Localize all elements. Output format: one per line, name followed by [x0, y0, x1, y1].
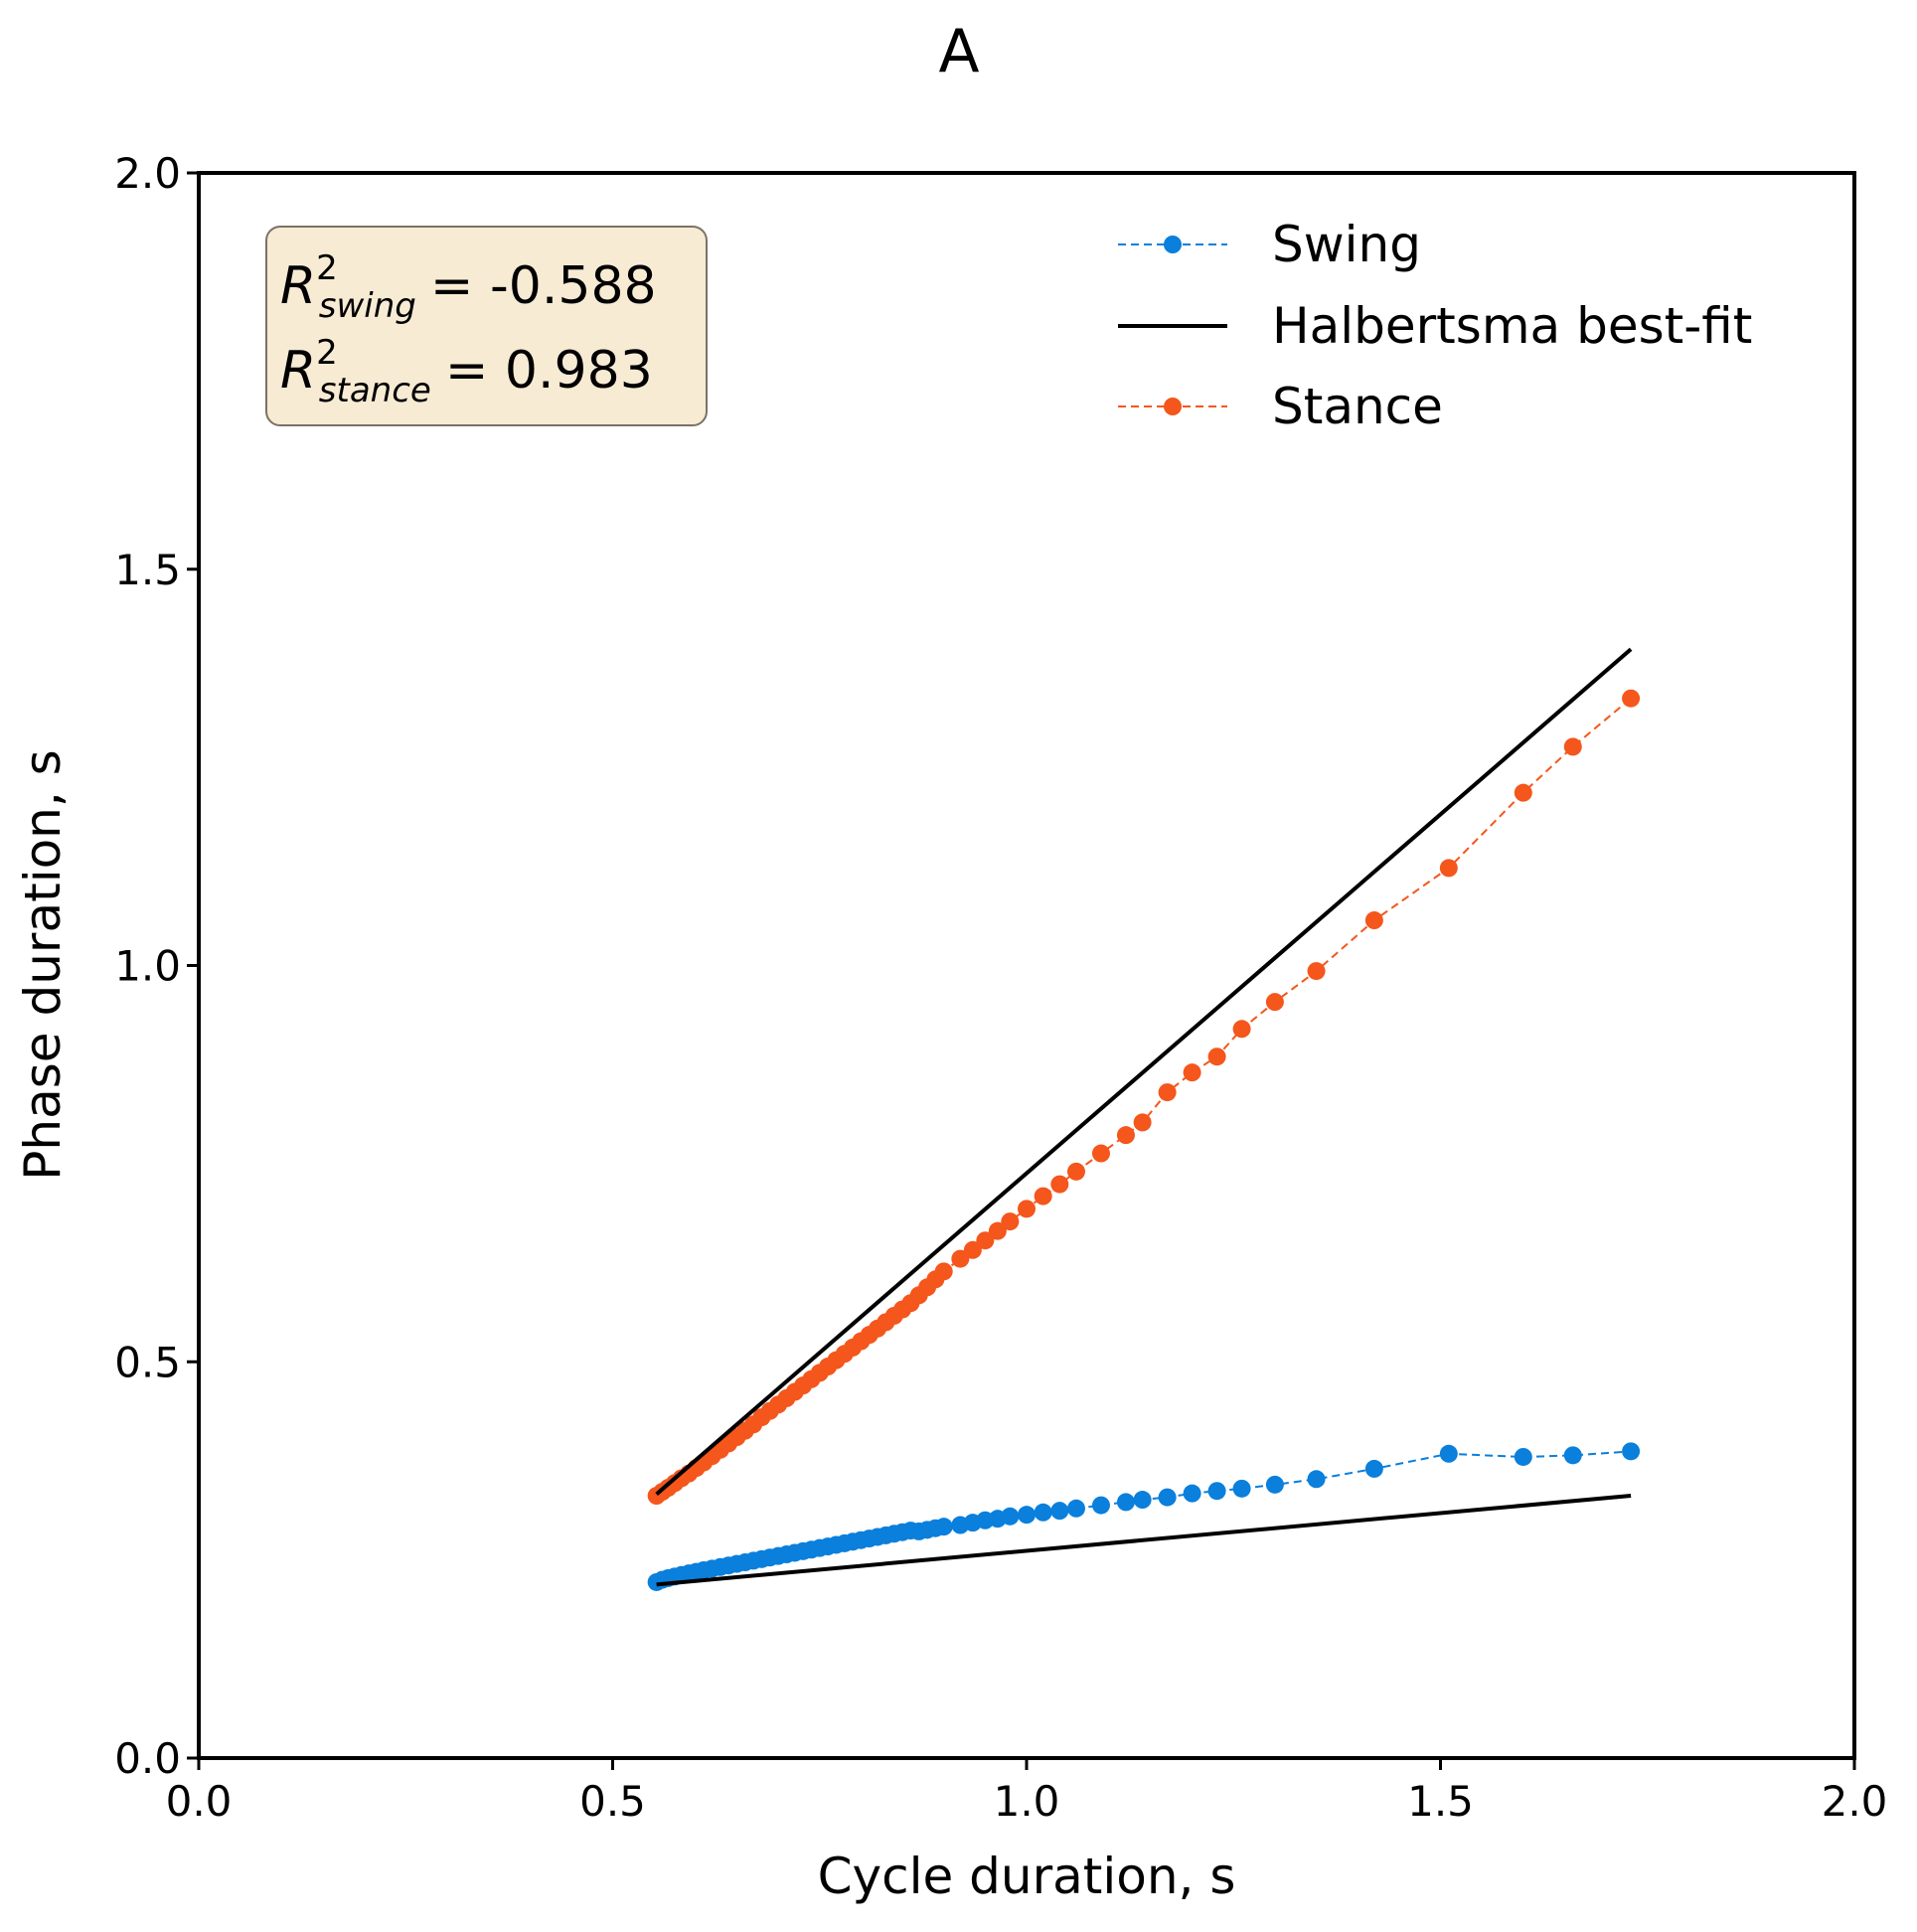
stance-point: [951, 1249, 970, 1268]
series-stance: [647, 689, 1641, 1506]
stance-point: [1158, 1083, 1177, 1102]
stat-stance: R2 stance = 0.983: [280, 333, 653, 410]
stance-point: [1622, 689, 1641, 708]
stance-point: [934, 1262, 953, 1281]
y-tick-label: 2.0: [114, 149, 181, 198]
chart-title: A: [938, 17, 979, 86]
legend: Swing Halbertsma best-fit Stance: [1118, 216, 1752, 435]
swing-point: [1207, 1482, 1226, 1501]
stat-swing-value: = -0.588: [430, 256, 657, 316]
halbertsma-stance-fit-line: [655, 647, 1633, 1496]
x-tick-label: 1.5: [1407, 1777, 1474, 1826]
swing-point: [1133, 1491, 1152, 1510]
stance-point: [1066, 1162, 1085, 1181]
legend-halbertsma-label: Halbertsma best-fit: [1272, 297, 1752, 355]
series-swing: [647, 1442, 1641, 1591]
stance-point: [1050, 1175, 1069, 1194]
legend-swing-label: Swing: [1272, 216, 1421, 273]
stat-swing-symbol: R: [280, 256, 316, 316]
stats-box: R2 swing = -0.588 R2 stance = 0.983: [265, 226, 708, 426]
swing-point: [934, 1518, 953, 1536]
stance-point: [1133, 1113, 1152, 1132]
legend-swing-marker: [1164, 236, 1182, 253]
series-halbertsma: [655, 647, 1633, 1587]
x-tick-label: 0.5: [579, 1777, 646, 1826]
y-axis-title: Phase duration, s: [14, 749, 72, 1180]
y-tick-label: 1.0: [114, 942, 181, 991]
stance-point: [1116, 1126, 1135, 1145]
stance-point: [1307, 962, 1326, 981]
stat-stance-value: = 0.983: [445, 341, 653, 401]
stance-point: [1034, 1187, 1052, 1206]
series-layer: [647, 647, 1641, 1591]
y-tick-label: 0.0: [114, 1734, 181, 1783]
swing-point: [1116, 1493, 1135, 1512]
stat-stance-symbol: R: [280, 341, 316, 401]
x-tick-label: 2.0: [1822, 1777, 1888, 1826]
stance-point: [1207, 1047, 1226, 1066]
swing-point: [1265, 1475, 1284, 1494]
plot-area: [197, 171, 1856, 1760]
stance-point: [963, 1240, 982, 1259]
swing-point: [1050, 1502, 1069, 1521]
stance-point: [976, 1231, 995, 1250]
stance-point: [1563, 737, 1582, 756]
x-axis-title: Cycle duration, s: [818, 1848, 1236, 1905]
stance-point: [1183, 1063, 1201, 1082]
y-tick-label: 1.5: [114, 546, 181, 594]
swing-point: [1034, 1503, 1052, 1522]
halbertsma-swing-fit-line: [656, 1494, 1632, 1587]
stance-point: [1439, 859, 1458, 878]
x-tick-label: 1.0: [994, 1777, 1060, 1826]
stance-point: [1265, 993, 1284, 1012]
swing-point: [1514, 1447, 1532, 1466]
swing-point: [1439, 1444, 1458, 1463]
y-axis: 0.0 0.5 1.0 1.5 2.0: [114, 149, 199, 1783]
swing-point: [1018, 1506, 1036, 1525]
stats-box-background: [265, 226, 708, 426]
x-axis: 0.0 0.5 1.0 1.5 2.0: [166, 1758, 1888, 1826]
swing-point: [1158, 1488, 1177, 1507]
stance-point: [988, 1221, 1007, 1240]
stat-swing-sup: 2: [316, 248, 338, 288]
stance-point: [1018, 1200, 1036, 1218]
stat-swing: R2 swing = -0.588: [280, 248, 657, 326]
swing-point: [1232, 1479, 1251, 1498]
swing-point: [1364, 1459, 1383, 1478]
swing-point: [1563, 1446, 1582, 1465]
legend-stance-label: Stance: [1272, 378, 1443, 435]
swing-point: [1091, 1496, 1110, 1515]
x-tick-label: 0.0: [166, 1777, 233, 1826]
swing-point: [1183, 1484, 1201, 1503]
stat-stance-sup: 2: [316, 333, 338, 373]
stance-point: [1001, 1212, 1020, 1231]
legend-item-halbertsma: Halbertsma best-fit: [1118, 297, 1752, 355]
swing-point: [1307, 1470, 1326, 1489]
stat-stance-sub: stance: [319, 371, 431, 410]
legend-item-swing: Swing: [1118, 216, 1421, 273]
swing-point: [1066, 1499, 1085, 1518]
legend-stance-marker: [1164, 398, 1182, 415]
stance-point: [1232, 1020, 1251, 1039]
legend-item-stance: Stance: [1118, 378, 1443, 435]
stance-point: [1514, 783, 1532, 802]
swing-point: [1001, 1507, 1020, 1526]
y-tick-label: 0.5: [114, 1338, 181, 1386]
swing-point: [1622, 1442, 1641, 1461]
stat-swing-sub: swing: [319, 286, 416, 326]
stance-point: [1091, 1144, 1110, 1163]
stance-point: [1364, 911, 1383, 930]
